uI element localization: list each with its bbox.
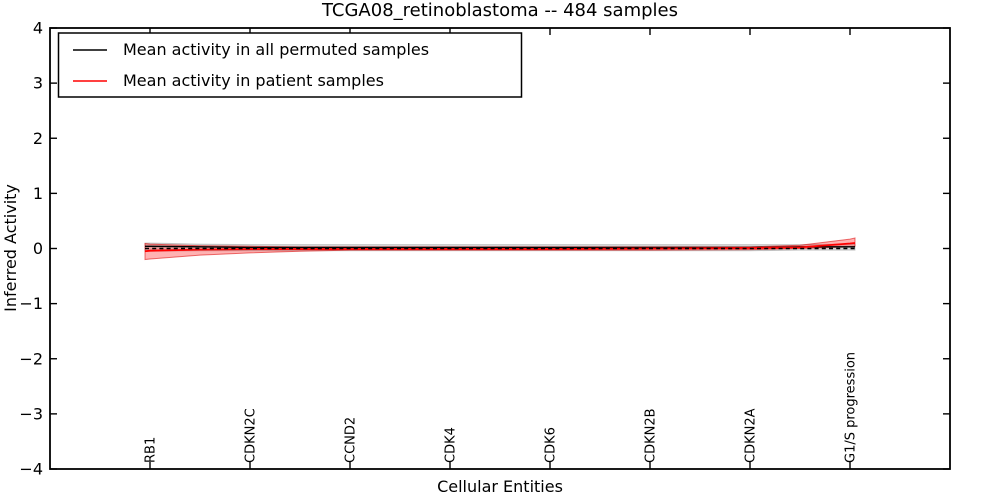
y-tick-label: 2	[33, 129, 43, 148]
x-category-label: CDK6	[544, 427, 559, 463]
axis-tick-labels: 4 3 2 1 0 −1 −2 −3 −4 RB1 CDKN2C CCND2 CDK4 CDK6 CDKN2…	[19, 19, 858, 479]
axis-ticks	[50, 27, 950, 470]
y-tick-label: 4	[33, 19, 43, 38]
y-tick-label: 3	[33, 74, 43, 93]
chart-title: TCGA08_retinoblastoma -- 484 samples	[321, 0, 678, 21]
x-category-label: CDKN2A	[744, 408, 759, 463]
y-tick-label: −1	[19, 294, 43, 313]
data-lines	[144, 242, 856, 253]
y-tick-label: 0	[33, 239, 43, 258]
y-tick-label: −3	[19, 404, 43, 423]
y-axis-label: Inferred Activity	[1, 184, 20, 312]
y-tick-label: −4	[19, 460, 43, 479]
x-category-label: CDKN2C	[244, 408, 259, 463]
x-category-label: CDK4	[444, 427, 459, 463]
x-category-label: RB1	[144, 437, 159, 463]
y-tick-label: −2	[19, 349, 43, 368]
y-tick-label: 1	[33, 184, 43, 203]
legend-label-patient: Mean activity in patient samples	[123, 71, 384, 90]
x-axis-label: Cellular Entities	[437, 477, 563, 496]
legend: Mean activity in all permuted samples Me…	[57, 32, 523, 98]
x-category-label: CCND2	[344, 417, 359, 463]
legend-label-permuted: Mean activity in all permuted samples	[123, 40, 429, 59]
x-category-label: CDKN2B	[644, 408, 659, 463]
legend-box	[57, 32, 523, 98]
x-category-label: G1/S progression	[844, 352, 859, 463]
